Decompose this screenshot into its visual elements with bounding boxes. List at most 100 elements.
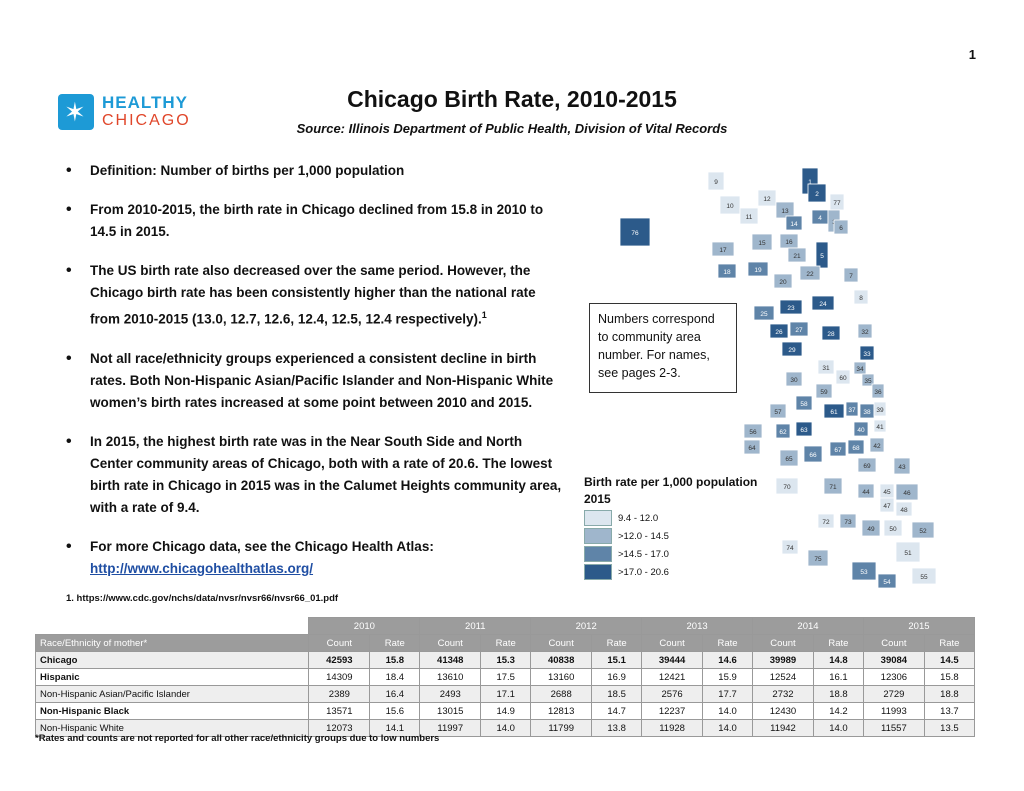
rate-cell: 18.4	[369, 668, 421, 686]
community-area-shape	[823, 477, 843, 495]
community-area-number: 13	[781, 208, 789, 215]
community-area-shape	[847, 439, 865, 455]
year-header: 2011	[419, 617, 532, 635]
community-area-shape	[743, 423, 763, 439]
count-cell: 13015	[419, 702, 482, 720]
community-area-number: 26	[775, 329, 783, 336]
footnote-marker: 1	[481, 310, 487, 320]
community-area-shape	[781, 341, 803, 357]
community-area: 39	[873, 401, 887, 417]
community-area: 76	[619, 217, 651, 247]
community-area: 41	[873, 419, 887, 433]
community-area-number: 50	[889, 526, 897, 533]
community-area: 55	[911, 567, 937, 585]
community-area-shape	[795, 395, 813, 411]
community-area-number: 44	[862, 489, 870, 496]
community-area-number: 51	[904, 550, 912, 557]
community-area-shape	[779, 299, 803, 315]
community-area: 9	[707, 171, 725, 191]
count-cell: 2389	[308, 685, 371, 703]
community-area: 75	[807, 549, 829, 567]
community-area-number: 73	[844, 519, 852, 526]
row-label: Non-Hispanic Black	[34, 702, 310, 720]
healthy-chicago-logo: HEALTHY CHICAGO	[58, 93, 198, 133]
community-area-number: 74	[786, 545, 794, 552]
rate-cell: 14.2	[812, 702, 864, 720]
count-cell: 2729	[862, 685, 925, 703]
community-area: 6	[833, 219, 849, 235]
community-area-shape	[873, 401, 887, 417]
rate-cell: 17.1	[480, 685, 532, 703]
community-area-shape	[775, 423, 791, 439]
community-area: 71	[823, 477, 843, 495]
rate-cell: 16.4	[369, 685, 421, 703]
community-area-shape	[895, 541, 921, 563]
rate-cell: 18.8	[812, 685, 864, 703]
community-area: 60	[835, 369, 851, 385]
row-header: Race/Ethnicity of mother*	[34, 634, 310, 652]
logo-line2: CHICAGO	[102, 112, 191, 129]
health-atlas-link[interactable]: http://www.chicagohealthatlas.org/	[90, 560, 314, 576]
table-row: Non-Hispanic White 12073 14.1 11997 14.0 1179…	[34, 719, 976, 737]
community-area-number: 2	[815, 191, 819, 198]
community-area: 38	[859, 403, 875, 419]
rate-cell: 14.0	[702, 719, 754, 737]
community-area-number: 66	[809, 452, 817, 459]
bullet-highest-lowest: In 2015, the highest birth rate was in t…	[66, 431, 566, 519]
community-area: 67	[829, 441, 847, 457]
count-header: Count	[419, 634, 482, 652]
star-icon	[58, 94, 94, 130]
footnote: 1. https://www.cdc.gov/nchs/data/nvsr/nv…	[66, 593, 339, 604]
legend-title: Birth rate per 1,000 population	[584, 475, 758, 489]
community-area: 25	[753, 305, 775, 321]
count-cell: 12524	[752, 668, 814, 686]
community-area-shape	[833, 219, 849, 235]
community-area: 23	[779, 299, 803, 315]
community-area-shape	[785, 371, 803, 387]
community-area-shape	[799, 265, 821, 281]
community-area-shape	[895, 483, 919, 501]
community-area: 42	[869, 437, 885, 453]
community-area-shape	[835, 369, 851, 385]
rate-cell: 14.0	[702, 702, 754, 720]
community-area-number: 32	[861, 329, 869, 336]
community-area-shape	[719, 195, 741, 215]
year-header: 2010	[308, 617, 421, 635]
rate-header: Rate	[591, 634, 643, 652]
count-cell: 41348	[419, 651, 482, 669]
community-area-shape	[781, 539, 799, 555]
rate-cell: 13.5	[923, 719, 976, 737]
community-area: 13	[775, 201, 795, 219]
community-area-shape	[845, 401, 859, 417]
rate-header: Rate	[480, 634, 532, 652]
rate-header: Rate	[812, 634, 864, 652]
community-area-shape	[861, 373, 875, 387]
community-area-number: 61	[830, 409, 838, 416]
source-line: Source: Illinois Department of Public He…	[296, 121, 728, 136]
community-area-shape	[893, 457, 911, 475]
rate-cell: 16.1	[812, 668, 864, 686]
community-area: 57	[769, 403, 787, 419]
community-area-number: 28	[827, 331, 835, 338]
community-area-shape	[773, 273, 793, 289]
count-cell: 2688	[530, 685, 593, 703]
community-area-shape	[779, 449, 799, 467]
community-area: 43	[893, 457, 911, 475]
legend-swatch	[584, 546, 612, 562]
rate-cell: 14.5	[923, 651, 976, 669]
page-number: 1	[968, 47, 976, 62]
legend-item: 9.4 - 12.0	[584, 510, 774, 526]
community-area-shape	[807, 183, 827, 203]
community-area: 33	[859, 345, 875, 361]
birth-rate-table: 2010 2011 2012 2013 2014 2015 Race/Ethni…	[34, 617, 976, 737]
community-area-shape	[775, 201, 795, 219]
community-area-number: 55	[920, 574, 928, 581]
community-area: 44	[857, 483, 875, 499]
rate-header: Rate	[702, 634, 754, 652]
community-area-number: 25	[760, 311, 768, 318]
count-cell: 12237	[641, 702, 704, 720]
community-area-number: 5	[820, 253, 824, 260]
community-area-number: 68	[852, 445, 860, 452]
community-area-shape	[839, 513, 857, 529]
community-area-shape	[857, 483, 875, 499]
